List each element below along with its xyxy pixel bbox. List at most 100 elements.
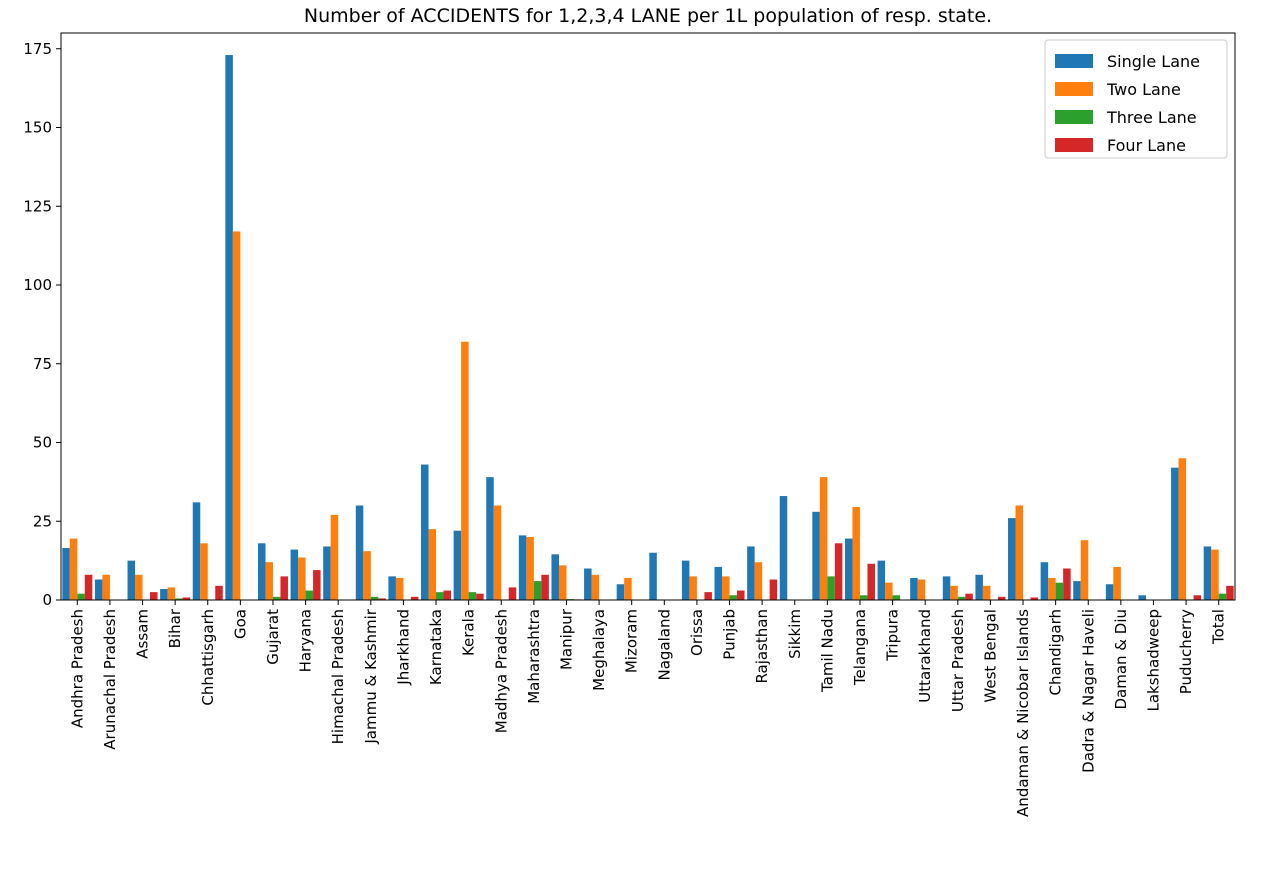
bar — [378, 598, 386, 600]
bar — [167, 587, 176, 600]
bar — [280, 576, 288, 601]
bar — [526, 537, 534, 600]
x-tick-label: Gujarat — [264, 609, 282, 665]
bar — [453, 530, 462, 600]
legend-label: Two Lane — [1106, 80, 1181, 99]
y-tick-label: 100 — [23, 276, 52, 294]
bar — [1105, 584, 1114, 600]
bar — [468, 592, 477, 601]
bar — [819, 477, 828, 600]
bar — [127, 560, 136, 601]
bar — [558, 565, 567, 600]
x-tick-label: Madhya Pradesh — [492, 609, 510, 733]
x-tick-label: Lakshadweep — [1144, 609, 1162, 712]
bar — [616, 584, 625, 600]
bar — [355, 505, 364, 600]
plot-frame — [60, 32, 1236, 601]
bar — [94, 579, 103, 600]
bar — [885, 582, 893, 600]
x-tick-label: Mizoram — [623, 609, 641, 673]
y-tick-label: 150 — [23, 119, 52, 137]
bar — [769, 579, 778, 600]
bar — [518, 535, 527, 600]
x-tick-label: Tripura — [884, 609, 902, 662]
bar — [957, 596, 966, 600]
bar — [298, 557, 306, 600]
bars-layer — [62, 55, 1234, 601]
x-tick-label: Meghalaya — [590, 609, 608, 691]
bar — [330, 514, 339, 600]
x-tick-label: Sikkim — [786, 609, 804, 659]
bar — [77, 593, 85, 600]
x-tick-label: Nagaland — [655, 609, 673, 681]
x-tick-label: Goa — [231, 609, 249, 639]
bar — [965, 593, 973, 600]
legend-label: Single Lane — [1107, 52, 1200, 71]
bar — [704, 592, 712, 601]
bar — [1138, 595, 1146, 600]
bar — [852, 507, 860, 600]
bar — [737, 590, 745, 600]
bar — [754, 562, 763, 600]
bar — [779, 496, 788, 600]
legend-label: Four Lane — [1107, 136, 1186, 155]
bar — [1226, 585, 1234, 600]
bar — [232, 231, 241, 600]
bar — [363, 551, 371, 600]
y-tick-label: 175 — [23, 40, 52, 58]
y-tick-label: 0 — [42, 591, 52, 609]
x-tick-label: Assam — [134, 609, 152, 659]
bar — [812, 511, 820, 600]
legend-swatch — [1055, 110, 1093, 124]
bar — [69, 538, 78, 600]
x-tick-label: Telangana — [851, 609, 869, 686]
bar — [370, 596, 379, 600]
bar — [689, 576, 697, 601]
bar — [867, 563, 875, 600]
x-tick-label: Kerala — [460, 609, 478, 656]
bar — [1211, 549, 1219, 600]
bar — [160, 588, 168, 600]
bar — [584, 568, 592, 600]
x-tick-label: Karnataka — [427, 609, 445, 685]
x-tick-label: Chandigarh — [1047, 609, 1065, 696]
legend-box — [1044, 39, 1228, 159]
bar — [395, 577, 404, 600]
bar — [722, 576, 730, 601]
bar — [859, 595, 868, 600]
bar — [997, 596, 1006, 600]
x-tick-label: Tamil Nadu — [818, 609, 836, 693]
bar — [624, 577, 632, 600]
bar — [388, 576, 396, 601]
bar — [410, 596, 419, 600]
bar — [942, 576, 951, 601]
x-tick-label: Uttarakhand — [916, 609, 934, 703]
legend-swatch — [1055, 54, 1093, 68]
bar — [917, 579, 926, 600]
bar — [551, 554, 559, 600]
x-tick-label: Uttar Pradesh — [949, 609, 967, 712]
chart-title: Number of ACCIDENTS for 1,2,3,4 LANE per… — [304, 5, 992, 27]
bar — [436, 592, 444, 601]
bar — [1015, 505, 1024, 600]
legend-swatch — [1055, 82, 1093, 96]
y-tick-label: 25 — [33, 512, 52, 530]
bar — [1218, 593, 1227, 600]
bar — [1203, 546, 1212, 600]
y-tick-label: 50 — [33, 434, 52, 452]
x-tick-label: West Bengal — [981, 609, 999, 703]
bar — [476, 593, 484, 600]
bar — [182, 597, 191, 600]
bar — [1193, 595, 1202, 600]
x-tick-label: Jammu & Kashmir — [362, 608, 380, 744]
bar — [150, 592, 158, 601]
x-tick-label: Bihar — [166, 608, 184, 648]
bar — [1030, 597, 1039, 600]
bar — [1073, 581, 1081, 600]
bar — [313, 570, 321, 600]
bar — [877, 560, 886, 601]
x-tick-label: Maharashtra — [525, 609, 543, 704]
bar — [950, 585, 958, 600]
bar — [323, 546, 331, 600]
bar — [486, 477, 494, 600]
